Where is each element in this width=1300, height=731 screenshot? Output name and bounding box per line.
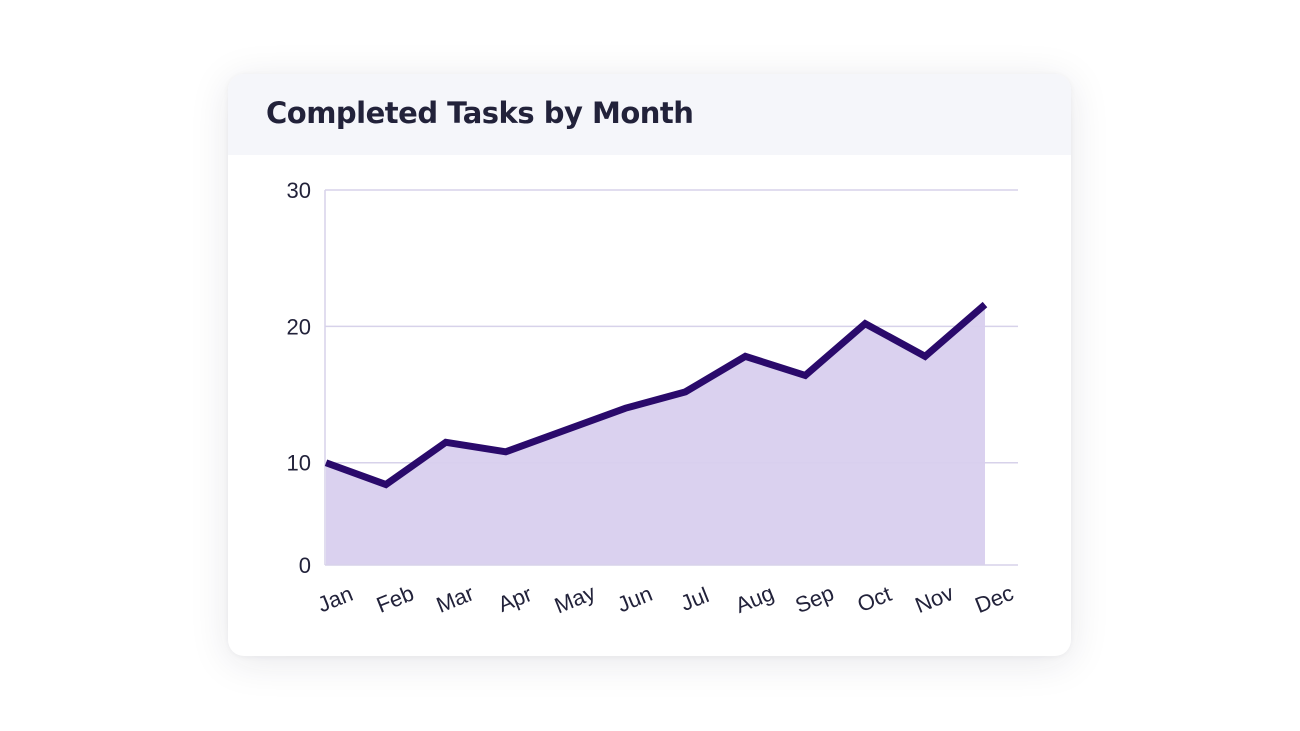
x-tick-label: Aug bbox=[732, 580, 778, 618]
y-tick-labels: 0 10 20 30 bbox=[287, 178, 311, 578]
data-point bbox=[922, 353, 929, 360]
series-line bbox=[324, 301, 988, 489]
x-tick-label: Oct bbox=[854, 581, 895, 617]
x-tick-label: Nov bbox=[911, 580, 957, 618]
data-point bbox=[442, 439, 449, 446]
data-point bbox=[682, 388, 689, 395]
data-point bbox=[622, 405, 629, 412]
card-header: Completed Tasks by Month bbox=[228, 74, 1071, 155]
data-point bbox=[742, 353, 749, 360]
x-tick-label: Jan bbox=[314, 581, 356, 617]
data-point bbox=[382, 481, 389, 488]
x-tick-label: Jun bbox=[614, 581, 656, 617]
area-fill-layer bbox=[326, 304, 985, 565]
data-point bbox=[562, 427, 569, 434]
x-tick-label: Mar bbox=[433, 580, 477, 617]
x-tick-label: Jul bbox=[677, 582, 712, 616]
x-tick-label: Feb bbox=[373, 580, 418, 617]
data-point bbox=[323, 459, 330, 466]
x-tick-label: Apr bbox=[494, 581, 535, 617]
data-point bbox=[982, 301, 989, 308]
x-tick-label: Sep bbox=[792, 580, 838, 618]
data-point bbox=[802, 372, 809, 379]
x-tick-label: May bbox=[551, 580, 599, 619]
area-fill bbox=[326, 304, 985, 565]
data-point bbox=[502, 448, 509, 455]
y-tick-label: 10 bbox=[287, 451, 311, 476]
y-tick-label: 0 bbox=[299, 553, 311, 578]
data-point bbox=[862, 320, 869, 327]
x-tick-label: Dec bbox=[971, 580, 1017, 618]
chart-title: Completed Tasks by Month bbox=[266, 96, 694, 130]
y-tick-label: 20 bbox=[287, 314, 311, 339]
series-line-layer bbox=[323, 301, 989, 489]
axes bbox=[324, 190, 1018, 566]
y-tick-label: 30 bbox=[287, 178, 311, 203]
x-tick-labels: Jan Feb Mar Apr May Jun Jul Aug Sep Oct Nov Dec bbox=[314, 580, 1017, 619]
